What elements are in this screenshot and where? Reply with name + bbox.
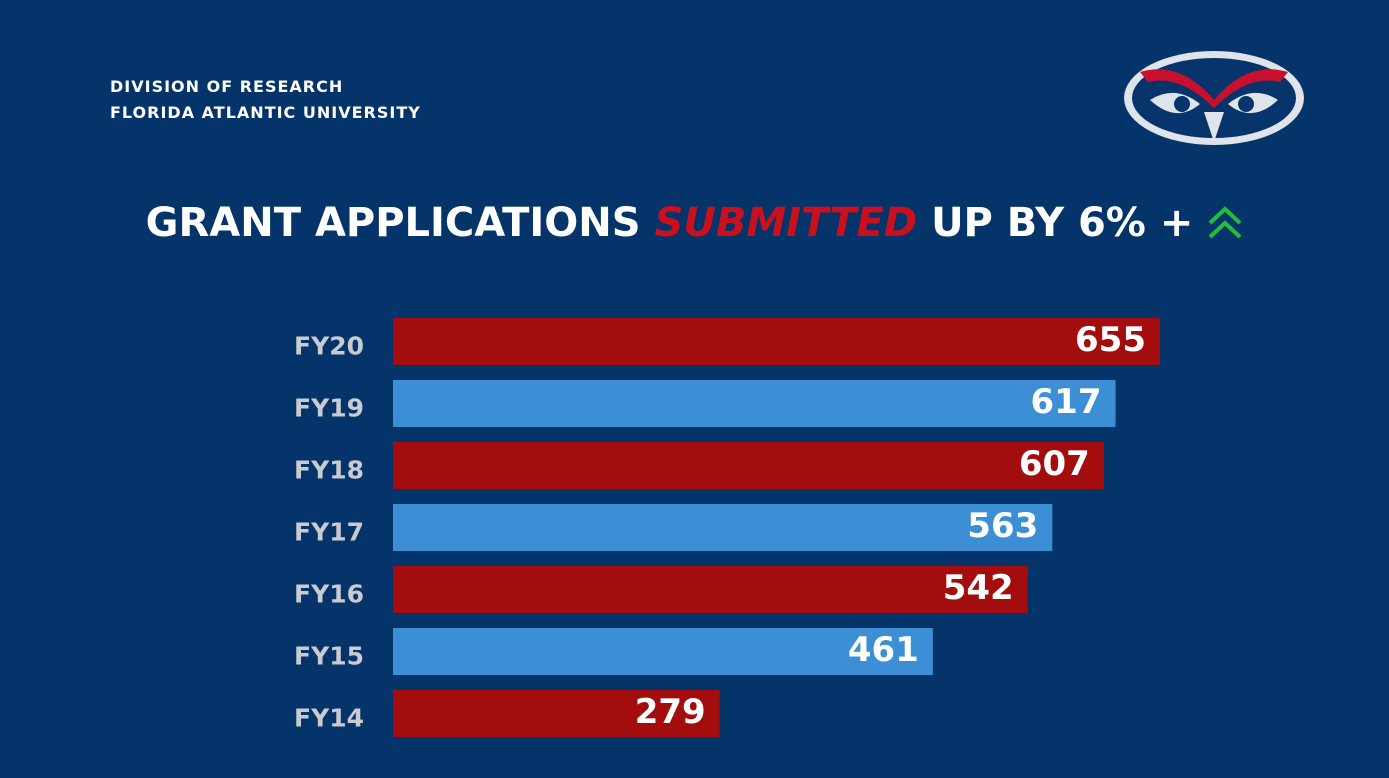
header-line: FLORIDA ATLANTIC UNIVERSITY (110, 103, 421, 122)
value-label: 563 (967, 506, 1038, 546)
bar (393, 690, 720, 737)
bar (393, 318, 1161, 365)
value-label: 279 (635, 692, 706, 732)
category-label: FY20 (294, 332, 364, 361)
header-line: DIVISION OF RESEARCH (110, 77, 343, 96)
title-highlight: SUBMITTED (654, 200, 918, 246)
bar (393, 504, 1053, 551)
bar (393, 380, 1116, 427)
up-chevrons-icon (1208, 206, 1242, 239)
bar (393, 442, 1104, 489)
category-label: FY18 (294, 456, 364, 485)
value-label: 617 (1031, 382, 1102, 422)
category-label: FY16 (294, 580, 364, 609)
value-label: 542 (943, 568, 1014, 608)
bar (393, 628, 933, 675)
category-label: FY14 (294, 704, 364, 733)
title-part: GRANT APPLICATIONS (145, 200, 641, 246)
bar (393, 566, 1028, 613)
value-label: 461 (848, 630, 919, 670)
chart-title: GRANT APPLICATIONS SUBMITTED UP BY 6% + (0, 200, 1389, 246)
category-label: FY17 (294, 518, 364, 547)
title-part: UP BY 6% + (931, 200, 1194, 246)
category-label: FY15 (294, 642, 364, 671)
category-label: FY19 (294, 394, 364, 423)
value-label: 607 (1019, 444, 1090, 484)
value-label: 655 (1075, 320, 1146, 360)
owl-logo (1124, 51, 1304, 145)
